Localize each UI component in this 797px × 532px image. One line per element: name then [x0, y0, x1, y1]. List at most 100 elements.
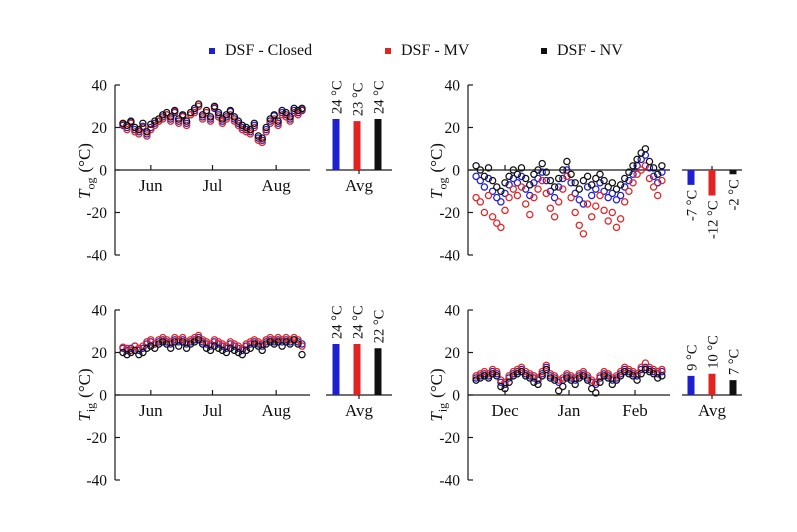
series-dsf-nv: [119, 100, 306, 142]
avg-bar: [332, 119, 340, 170]
avg-label: Avg: [698, 401, 727, 420]
scatter-point: [521, 200, 530, 208]
scatter-point: [194, 333, 203, 342]
scatter-point: [218, 117, 227, 125]
scatter-point: [472, 376, 480, 384]
scatter-point: [155, 117, 163, 125]
scatter-point: [234, 117, 243, 125]
scatter-point: [286, 115, 294, 123]
scatter-point: [472, 372, 480, 380]
scatter-point: [505, 181, 513, 189]
scatter-point: [550, 213, 559, 221]
scatter-point: [493, 219, 501, 227]
scatter-point: [174, 117, 183, 125]
scatter-point: [246, 340, 255, 348]
scatter-point: [497, 198, 505, 206]
scatter-point: [480, 208, 489, 217]
scatter-point: [286, 117, 294, 125]
scatter-point: [534, 174, 542, 183]
scatter-point: [166, 340, 175, 348]
scatter-point: [505, 172, 513, 181]
y-tick-label: -20: [439, 430, 460, 447]
scatter-point: [493, 367, 501, 376]
scatter-point: [542, 361, 551, 370]
avg-bar-label: -2 °C: [727, 179, 743, 210]
scatter-point: [546, 372, 555, 380]
scatter-point: [546, 176, 555, 185]
scatter-point: [250, 119, 259, 128]
scatter-point: [139, 119, 147, 128]
scatter-point: [509, 372, 518, 380]
avg-bar-label: 22 °C: [372, 310, 388, 344]
scatter-point: [294, 336, 302, 344]
scatter-point: [625, 370, 633, 378]
scatter-point: [270, 338, 278, 346]
scatter-point: [242, 123, 251, 132]
scatter-point: [530, 374, 538, 382]
scatter-point: [274, 336, 282, 344]
y-tick-label: 20: [92, 345, 108, 362]
scatter-point: [178, 338, 187, 346]
scatter-point: [629, 367, 637, 376]
scatter-point: [298, 350, 306, 359]
scatter-point: [571, 208, 579, 217]
scatter-point: [298, 340, 306, 348]
scatter-point: [649, 172, 658, 181]
scatter-point: [214, 113, 223, 121]
scatter-point: [513, 170, 522, 179]
subplot-bottom-left: -40 -20 0 20 40 Jun Jul Aug 24 °C 24 °C 22 °C Avg: [86, 303, 392, 490]
scatter-point: [583, 172, 592, 181]
scatter-point: [131, 342, 139, 350]
series-dsf-closed: [472, 363, 666, 389]
scatter-point: [579, 370, 588, 378]
scatter-point: [658, 176, 666, 185]
scatter-point: [476, 370, 485, 378]
scatter-point: [135, 350, 143, 359]
scatter-point: [596, 170, 604, 179]
scatter-point: [294, 106, 302, 115]
scatter-point: [476, 166, 485, 174]
scatter-point: [649, 365, 658, 374]
scatter-point: [625, 365, 633, 374]
scatter-point: [484, 372, 493, 380]
scatter-point: [131, 128, 139, 136]
avg-bar-label: 24 °C: [330, 305, 346, 339]
scatter-point: [641, 145, 650, 153]
scatter-point: [641, 363, 650, 372]
x-tick-label: Dec: [491, 401, 519, 420]
scatter-point: [649, 367, 658, 376]
scatter-point: [550, 372, 559, 380]
scatter-point: [290, 336, 298, 344]
scatter-point: [658, 162, 666, 170]
scatter-point: [258, 134, 266, 142]
scatter-point: [242, 128, 251, 136]
scatter-point: [517, 183, 526, 191]
scatter-point: [127, 117, 135, 125]
scatter-point: [147, 125, 155, 134]
scatter-point: [575, 221, 584, 230]
y-tick-label: 0: [452, 163, 460, 180]
scatter-point: [596, 374, 604, 382]
scatter-point: [493, 183, 501, 191]
scatter-point: [620, 183, 629, 191]
scatter-point: [294, 340, 302, 348]
scatter-point: [147, 123, 155, 132]
avg-bar-label: -7 °C: [685, 190, 701, 221]
scatter-point: [521, 367, 530, 376]
scatter-point: [230, 115, 239, 123]
scatter-point: [206, 117, 215, 125]
scatter-point: [637, 149, 645, 157]
scatter-point: [488, 213, 497, 221]
scatter-point: [521, 185, 530, 193]
scatter-point: [649, 370, 658, 378]
scatter-point: [166, 115, 175, 123]
y-tick-label: 0: [99, 163, 107, 180]
scatter-point: [505, 193, 513, 202]
scatter-point: [119, 343, 127, 351]
scatter-point: [645, 367, 654, 376]
scatter-point: [513, 179, 522, 187]
scatter-point: [170, 338, 179, 346]
scatter-point: [162, 108, 171, 117]
scatter-point: [246, 128, 255, 136]
scatter-point: [270, 336, 278, 344]
